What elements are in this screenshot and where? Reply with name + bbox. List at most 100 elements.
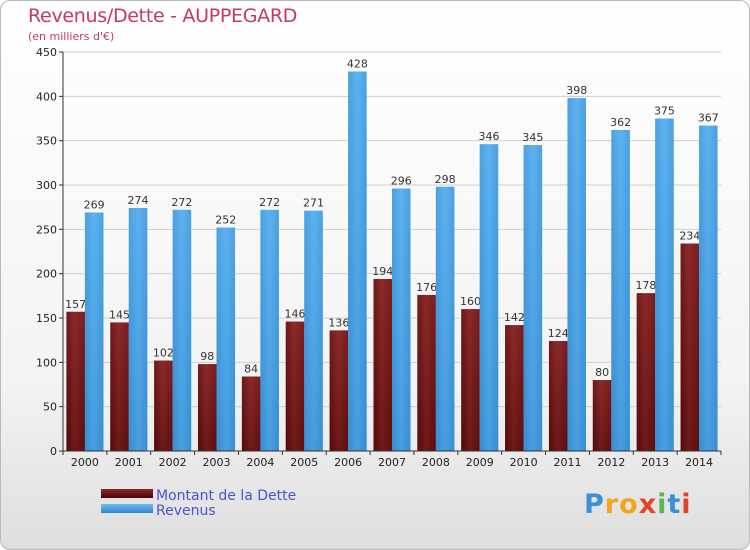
logo-letter: o xyxy=(619,489,639,520)
bar-dette-shade xyxy=(66,311,85,451)
bar-dette-shade xyxy=(548,341,568,451)
bar-revenus-value-label: 398 xyxy=(566,84,587,97)
bar-dette-value-label: 234 xyxy=(679,230,700,243)
bars: 157 269 145 274 102 272 98 252 84 272 146 271 136 428… xyxy=(65,58,719,452)
bar-revenus-value-label: 271 xyxy=(303,197,324,210)
bar-revenus-value-label: 362 xyxy=(610,116,631,129)
y-tick-label: 50 xyxy=(43,401,57,414)
bar-revenus-shade xyxy=(84,212,104,451)
x-tick-label: 2011 xyxy=(553,456,581,469)
bar-dette-shade xyxy=(198,364,217,451)
y-tick-label: 350 xyxy=(36,135,57,148)
bar-revenus-shade xyxy=(523,145,543,451)
bar-revenus-shade xyxy=(479,144,499,452)
y-tick-label: 400 xyxy=(36,90,57,103)
bar-revenus-value-label: 272 xyxy=(171,196,192,209)
bar-revenus-value-label: 269 xyxy=(84,198,105,211)
bar-revenus-shade xyxy=(304,210,323,451)
bar-dette-value-label: 194 xyxy=(372,265,393,278)
bar-revenus-shade xyxy=(435,186,455,452)
legend-swatch-dette xyxy=(101,489,153,498)
logo-letter: x xyxy=(638,489,658,520)
x-tick-label: 2005 xyxy=(290,456,318,469)
y-tick-label: 250 xyxy=(36,223,57,236)
bar-revenus-shade xyxy=(611,130,630,451)
bar-dette-value-label: 80 xyxy=(595,366,609,379)
bar-dette-value-label: 124 xyxy=(548,327,569,340)
bar-revenus-shade xyxy=(567,98,586,452)
bar-dette-value-label: 160 xyxy=(460,295,481,308)
x-tick-label: 2001 xyxy=(115,456,143,469)
bar-dette-shade xyxy=(417,294,436,451)
x-tick-label: 2013 xyxy=(641,456,669,469)
bar-revenus-shade xyxy=(699,125,718,452)
y-tick-label: 0 xyxy=(50,445,57,458)
logo-letter: P xyxy=(584,489,605,520)
y-tick-label: 450 xyxy=(36,46,57,59)
bar-revenus-value-label: 367 xyxy=(698,112,719,125)
bar-dette-shade xyxy=(285,321,305,451)
bar-revenus-shade xyxy=(172,209,192,451)
bar-revenus-value-label: 428 xyxy=(347,58,368,71)
bar-revenus-value-label: 252 xyxy=(215,214,236,227)
bar-dette-shade xyxy=(505,325,524,451)
bar-revenus-value-label: 375 xyxy=(654,105,675,118)
bar-dette-shade xyxy=(592,380,612,451)
logo-letter: r xyxy=(604,489,620,520)
logo-letter: t xyxy=(667,489,682,520)
bar-dette-value-label: 157 xyxy=(65,298,86,311)
legend: Montant de la Dette Revenus xyxy=(101,488,296,519)
y-tick-label: 100 xyxy=(36,356,57,369)
y-tick-label: 200 xyxy=(36,268,57,281)
x-tick-label: 2014 xyxy=(685,456,713,469)
bar-revenus-shade xyxy=(348,71,367,452)
legend-label-dette: Montant de la Dette xyxy=(156,488,296,504)
bar-dette-value-label: 102 xyxy=(153,347,174,360)
x-tick-label: 2000 xyxy=(71,456,99,469)
legend-swatch-revenus xyxy=(101,504,153,513)
bar-revenus-value-label: 274 xyxy=(128,194,149,207)
bar-revenus-value-label: 346 xyxy=(478,130,499,143)
x-tick-label: 2012 xyxy=(597,456,625,469)
bar-revenus-value-label: 272 xyxy=(259,196,280,209)
x-tick-label: 2003 xyxy=(203,456,231,469)
proxiti-logo: Proxiti xyxy=(584,489,692,520)
bar-dette-value-label: 178 xyxy=(635,279,656,292)
bar-revenus-shade xyxy=(128,208,148,451)
bar-dette-shade xyxy=(680,243,700,451)
bar-revenus-shade xyxy=(216,227,236,451)
bar-revenus-shade xyxy=(655,118,674,451)
legend-label-revenus: Revenus xyxy=(156,503,216,519)
chart-subtitle: (en milliers d'€) xyxy=(28,30,115,43)
logo-letter: i xyxy=(681,489,692,520)
x-tick-label: 2010 xyxy=(510,456,538,469)
bar-dette-shade xyxy=(241,376,261,451)
x-tick-label: 2007 xyxy=(378,456,406,469)
bar-dette-shade xyxy=(154,360,173,451)
bar-revenus-shade xyxy=(260,209,279,451)
bar-dette-shade xyxy=(329,330,349,451)
bar-dette-shade xyxy=(373,278,392,451)
y-tick-label: 150 xyxy=(36,312,57,325)
bar-revenus-value-label: 296 xyxy=(391,175,412,188)
logo-letter: i xyxy=(657,489,668,520)
x-tick-label: 2006 xyxy=(334,456,362,469)
bar-dette-value-label: 146 xyxy=(285,308,306,321)
bar-dette-value-label: 145 xyxy=(109,308,130,321)
x-tick-label: 2008 xyxy=(422,456,450,469)
bar-dette-shade xyxy=(636,293,656,451)
bar-dette-value-label: 98 xyxy=(200,350,214,363)
bar-revenus-value-label: 345 xyxy=(522,131,543,144)
y-tick-label: 300 xyxy=(36,179,57,192)
bar-revenus-value-label: 298 xyxy=(435,173,456,186)
x-tick-label: 2004 xyxy=(246,456,274,469)
bar-dette-value-label: 176 xyxy=(416,281,437,294)
bar-dette-value-label: 84 xyxy=(244,363,258,376)
bar-revenus-shade xyxy=(392,188,411,451)
bar-dette-value-label: 136 xyxy=(328,316,349,329)
x-axis: 2000 2001 2002 2003 2004 2005 2006 2007 2008 2009… xyxy=(62,450,722,469)
chart-title: Revenus/Dette - AUPPEGARD xyxy=(28,5,298,27)
y-axis: 0 50 100 150 200 250 300 350 400 450 xyxy=(36,46,64,458)
